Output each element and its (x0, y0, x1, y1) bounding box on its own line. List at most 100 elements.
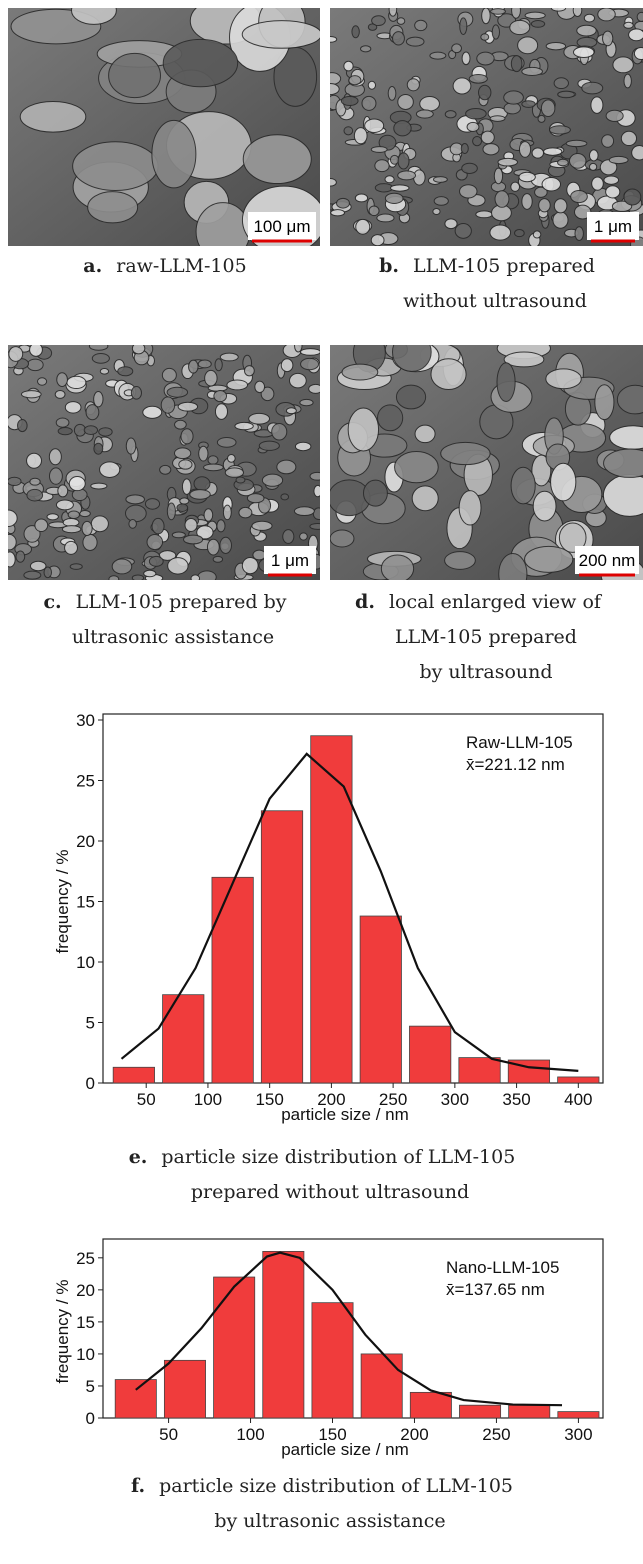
sem-grain (57, 484, 69, 498)
sem-grain (392, 31, 405, 46)
sem-grain (380, 554, 415, 580)
y-axis-title: frequency / % (53, 850, 72, 954)
caption-line: e. particle size distribution of LLM-105 (129, 1146, 516, 1168)
bar (557, 1411, 600, 1419)
sem-grain (472, 136, 483, 147)
sem-grain (330, 83, 340, 96)
sem-grain (206, 538, 220, 556)
sem-grain (496, 362, 516, 402)
sem-grain (545, 41, 567, 51)
sem-grain (628, 28, 643, 42)
bar (211, 876, 254, 1084)
sem-grain (518, 141, 532, 158)
sem-grain (280, 493, 290, 501)
x-tick-label: 250 (379, 1090, 407, 1109)
sem-grain (510, 55, 523, 73)
sem-grain (330, 35, 338, 43)
x-tick-label: 150 (255, 1090, 283, 1109)
sem-grain (142, 405, 163, 419)
scale-bar-label: 200 nm (579, 551, 636, 570)
sem-grain (151, 517, 165, 535)
sem-grain (197, 359, 212, 369)
sem-grain (573, 46, 595, 58)
sem-grain (603, 175, 620, 185)
y-axis-title: frequency / % (53, 1280, 72, 1384)
caption-line: by ultrasound (419, 661, 552, 683)
sem-grain (125, 494, 145, 505)
sem-grain (19, 100, 87, 133)
sem-grain (241, 20, 320, 49)
sem-grain (98, 427, 113, 437)
sem-grain (388, 8, 398, 17)
sem-grain (361, 95, 377, 111)
sem-grain (8, 476, 22, 487)
sem-grain (91, 352, 110, 364)
sem-grain (494, 190, 510, 208)
y-tick-label: 30 (76, 711, 95, 730)
sem-grain (162, 38, 239, 88)
sem-grain (343, 126, 354, 136)
sem-grain (8, 509, 18, 528)
sem-grain (226, 453, 236, 463)
x-tick-label: 300 (441, 1090, 469, 1109)
sem-grain (181, 478, 192, 495)
sem-grain (330, 529, 355, 548)
sem-grain (294, 441, 312, 452)
sem-grain (222, 504, 232, 521)
sem-grain (599, 159, 618, 176)
sem-grain (581, 81, 604, 95)
sem-grain (64, 540, 78, 555)
sem-grain (216, 519, 226, 533)
y-tick-label: 5 (86, 1377, 95, 1396)
sem-grain (461, 162, 478, 174)
sem-grain (588, 162, 598, 171)
sem-grain (397, 152, 410, 170)
sem-grain (460, 142, 469, 154)
sem-grain (190, 574, 201, 580)
sem-grain (368, 205, 380, 217)
bar (262, 1251, 305, 1419)
scale-bar-label: 1 μm (594, 217, 632, 236)
sem-grain (550, 462, 577, 502)
caption-line: LLM-105 prepared (395, 626, 577, 648)
sem-grain (620, 130, 638, 147)
x-tick-label: 100 (194, 1090, 222, 1109)
sem-grain (88, 345, 109, 351)
sem-grain (538, 198, 551, 213)
sem-grain (411, 485, 439, 512)
caption-label: b. (379, 255, 399, 277)
sem-grain (503, 351, 545, 368)
sem-grain (111, 558, 133, 575)
caption-label: e. (129, 1146, 148, 1168)
sem-grain (146, 534, 164, 551)
sem-grain (391, 345, 432, 372)
sem-grain (376, 213, 395, 223)
x-tick-label: 150 (318, 1425, 346, 1444)
sem-grain (623, 73, 632, 89)
sem-grain (15, 550, 26, 563)
sem-grain (26, 488, 44, 502)
sem-grain (511, 8, 521, 19)
x-tick-label: 300 (564, 1425, 592, 1444)
sem-grain (480, 130, 495, 145)
sem-grain (289, 372, 307, 389)
bar (359, 915, 402, 1084)
sem-grain (532, 490, 557, 522)
sem-grain (294, 345, 303, 353)
sem-grain (353, 127, 368, 145)
sem-grain (543, 147, 563, 156)
sem-grain (276, 459, 297, 475)
sem-grain (433, 196, 449, 206)
sem-grain (572, 8, 583, 18)
sem-grain (67, 510, 81, 520)
sem-grain (521, 66, 543, 77)
sem-grain (601, 134, 615, 148)
sem-grain (468, 73, 488, 84)
caption-line: without ultrasound (403, 290, 587, 312)
scale-bar-box (264, 546, 316, 574)
sem-grain (384, 175, 395, 184)
sem-grain (451, 43, 462, 54)
sem-grain (336, 197, 350, 209)
caption-label: c. (43, 591, 61, 613)
sem-grain (406, 78, 420, 92)
